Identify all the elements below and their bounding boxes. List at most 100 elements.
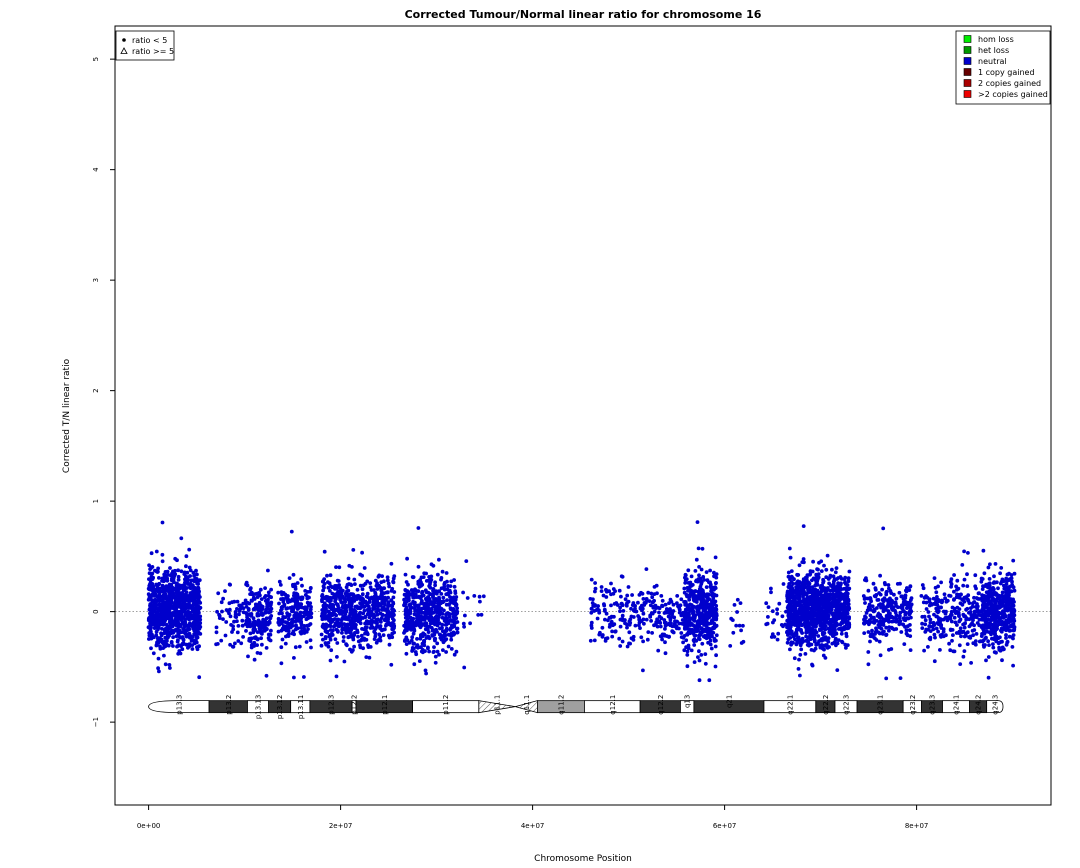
data-point (693, 599, 697, 603)
data-point (405, 600, 409, 604)
data-point (267, 591, 271, 595)
data-point (186, 626, 190, 630)
data-point (940, 599, 944, 603)
data-point (933, 636, 937, 640)
data-point (867, 589, 871, 593)
data-point (648, 615, 652, 619)
data-point (960, 563, 964, 567)
data-point (787, 620, 791, 624)
data-point (340, 623, 344, 627)
data-point (419, 634, 423, 638)
data-point (628, 618, 632, 622)
data-point (247, 607, 251, 611)
data-point (823, 616, 827, 620)
data-point (360, 574, 364, 578)
data-point (701, 547, 705, 551)
data-point (373, 603, 377, 607)
data-point (286, 622, 290, 626)
data-point (163, 629, 167, 633)
data-point (161, 576, 165, 580)
data-point (944, 633, 948, 637)
data-point (419, 645, 423, 649)
data-point (823, 620, 827, 624)
data-point (296, 595, 300, 599)
data-point (440, 576, 444, 580)
data-point (426, 603, 430, 607)
data-point (148, 571, 152, 575)
data-point (476, 613, 480, 617)
data-point (612, 615, 616, 619)
data-point (353, 582, 357, 586)
data-point (402, 624, 406, 628)
data-point (975, 632, 979, 636)
data-point (309, 586, 313, 590)
data-point (879, 653, 883, 657)
data-point (333, 599, 337, 603)
data-point (441, 596, 445, 600)
data-point (156, 570, 160, 574)
data-point (879, 606, 883, 610)
data-point (267, 594, 271, 598)
data-point (159, 631, 163, 635)
data-point (236, 639, 240, 643)
data-point (411, 648, 415, 652)
data-point (904, 611, 908, 615)
data-point (157, 576, 161, 580)
data-point (794, 591, 798, 595)
data-point (815, 599, 819, 603)
data-point (700, 568, 704, 572)
data-point (935, 609, 939, 613)
data-point (329, 624, 333, 628)
data-point (891, 627, 895, 631)
data-point (695, 624, 699, 628)
data-point (287, 617, 291, 621)
data-point (694, 569, 698, 573)
data-point (788, 601, 792, 605)
data-point (406, 638, 410, 642)
data-point (228, 643, 232, 647)
data-point (814, 647, 818, 651)
data-point (614, 629, 618, 633)
data-point (192, 574, 196, 578)
data-point (764, 622, 768, 626)
data-point (168, 618, 172, 622)
data-point (800, 639, 804, 643)
data-point (938, 648, 942, 652)
data-point (149, 646, 153, 650)
data-point (188, 566, 192, 570)
data-point (362, 583, 366, 587)
data-point (165, 585, 169, 589)
data-point (663, 640, 667, 644)
data-point (942, 618, 946, 622)
data-point (420, 583, 424, 587)
data-point (277, 623, 281, 627)
data-point (158, 587, 162, 591)
data-point (890, 615, 894, 619)
data-point (157, 670, 161, 674)
data-point (786, 623, 790, 627)
data-point (939, 581, 943, 585)
data-point (330, 605, 334, 609)
data-point (906, 616, 910, 620)
data-point (224, 620, 228, 624)
data-point (148, 567, 152, 571)
data-point (156, 627, 160, 631)
data-point (304, 609, 308, 613)
data-point (168, 663, 172, 667)
data-point (889, 591, 893, 595)
data-point (350, 608, 354, 612)
data-point (770, 635, 774, 639)
data-point (867, 662, 871, 666)
data-point (224, 634, 228, 638)
data-point (320, 633, 324, 637)
data-point (150, 582, 154, 586)
data-point (939, 635, 943, 639)
data-point (265, 627, 269, 631)
data-point (324, 629, 328, 633)
data-point (692, 605, 696, 609)
data-point (449, 638, 453, 642)
data-point (626, 645, 630, 649)
data-point (922, 649, 926, 653)
data-point (161, 618, 165, 622)
